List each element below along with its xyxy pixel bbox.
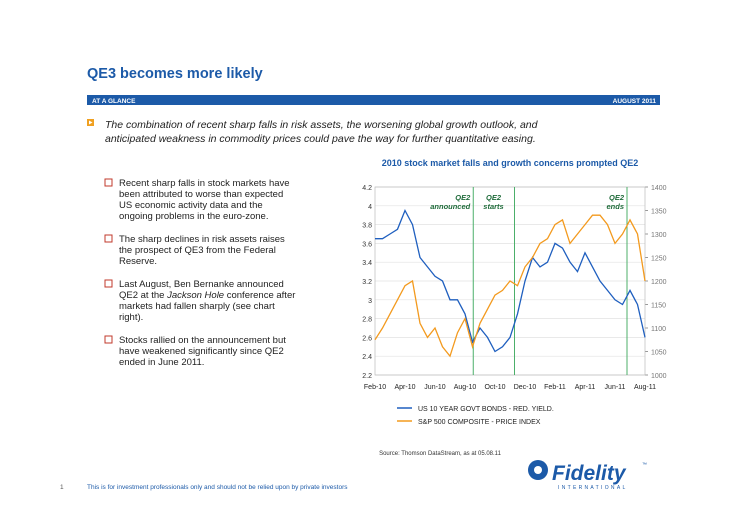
bullet-text-part: conference after — [224, 290, 295, 301]
intro-line: anticipated weakness in commodity prices… — [105, 133, 536, 145]
y2-tick-label: 1150 — [651, 303, 666, 310]
bullet-line: have weakened significantly since QE2 — [119, 346, 284, 357]
annotation: announced — [430, 202, 470, 211]
logo-name: Fidelity — [552, 462, 627, 485]
intro-line: The combination of recent sharp falls in… — [105, 119, 539, 131]
x-tick-label: Aug-11 — [634, 384, 656, 391]
y2-tick-label: 1250 — [651, 256, 667, 263]
footer-note: This is for investment professionals onl… — [87, 484, 348, 491]
bullet-line: Last August, Ben Bernanke announced — [119, 279, 284, 290]
date-label: AUGUST 2011 — [613, 98, 657, 105]
x-tick-label: Feb-10 — [364, 384, 386, 391]
x-tick-label: Dec-10 — [514, 384, 537, 391]
annotation: QE2 — [486, 193, 502, 202]
bullet-box — [104, 335, 113, 344]
bullet-line: markets had fallen sharply (see chart — [119, 301, 275, 312]
bullet-line: right). — [119, 312, 143, 323]
bullet-box — [104, 279, 113, 288]
bullet-line: ongoing problems in the euro-zone. — [119, 211, 268, 222]
x-tick-label: Feb-11 — [544, 384, 566, 391]
y-tick-label: 2.2 — [362, 373, 372, 380]
bullet-line: been attributed to worse than expected — [119, 189, 283, 200]
slide-title: QE3 becomes more likely — [87, 66, 263, 82]
logo: Fidelity ™ INTERNATIONAL — [528, 460, 647, 491]
bullet-line: Recent sharp falls in stock markets have — [119, 178, 290, 189]
legend-label: S&P 500 COMPOSITE - PRICE INDEX — [418, 419, 541, 426]
y-tick-label: 4.2 — [362, 185, 372, 192]
y2-tick-label: 1200 — [651, 279, 667, 286]
page-number: 1 — [60, 484, 64, 491]
x-tick-label: Apr-11 — [575, 384, 596, 391]
annotation: QE2 — [455, 193, 471, 202]
y-tick-label: 3.4 — [362, 260, 372, 267]
logo-mark — [534, 466, 542, 474]
y2-tick-label: 1000 — [651, 373, 667, 380]
bullet-box — [104, 234, 113, 243]
y-tick-label: 3.6 — [362, 241, 372, 248]
logo-tm: ™ — [642, 462, 647, 468]
y2-tick-label: 1350 — [651, 209, 667, 216]
y2-tick-label: 1050 — [651, 350, 667, 357]
y2-tick-label: 1400 — [651, 185, 667, 192]
bullet-box — [104, 178, 113, 187]
x-tick-label: Jun-11 — [605, 384, 626, 391]
y-tick-label: 3.8 — [362, 223, 372, 230]
x-tick-label: Jun-10 — [424, 384, 446, 391]
y2-tick-label: 1100 — [651, 326, 666, 333]
bullet-line: Stocks rallied on the announcement but — [119, 335, 286, 346]
y-tick-label: 3 — [368, 298, 372, 305]
intro-icon-arrow — [89, 120, 93, 125]
source: Source: Thomson DataStream, as at 05.08.… — [379, 451, 502, 457]
bullet-line: US economic activity data and the — [119, 200, 263, 211]
x-tick-label: Oct-10 — [484, 384, 505, 391]
bullet-line: QE2 at the Jackson Hole conference after — [119, 290, 295, 301]
y-tick-label: 3.2 — [362, 279, 372, 286]
annotation: starts — [483, 202, 503, 211]
y-tick-label: 2.4 — [362, 354, 372, 361]
annotation: QE2 — [609, 193, 625, 202]
section-label: AT A GLANCE — [92, 98, 136, 105]
series-line — [375, 208, 646, 353]
bullet-line: Reserve. — [119, 256, 157, 267]
bullet-line: the prospect of QE3 from the Federal — [119, 245, 276, 256]
x-tick-label: Aug-10 — [454, 384, 477, 391]
y-tick-label: 2.6 — [362, 335, 372, 342]
y-tick-label: 2.8 — [362, 317, 372, 324]
logo-sub: INTERNATIONAL — [558, 485, 628, 491]
x-tick-label: Apr-10 — [394, 384, 415, 391]
legend-label: US 10 YEAR GOVT BONDS - RED. YIELD. — [418, 406, 554, 413]
bullet-text-part: QE2 at the — [119, 290, 167, 301]
chart-title: 2010 stock market falls and growth conce… — [382, 158, 639, 168]
bullet-text-part: Jackson Hole — [166, 290, 224, 301]
y-tick-label: 4 — [368, 204, 372, 211]
annotation: ends — [606, 202, 624, 211]
series-line — [374, 214, 646, 358]
bullet-line: The sharp declines in risk assets raises — [119, 234, 285, 245]
y2-tick-label: 1300 — [651, 232, 667, 239]
section-bar — [87, 95, 660, 105]
bullet-line: ended in June 2011. — [119, 357, 204, 368]
